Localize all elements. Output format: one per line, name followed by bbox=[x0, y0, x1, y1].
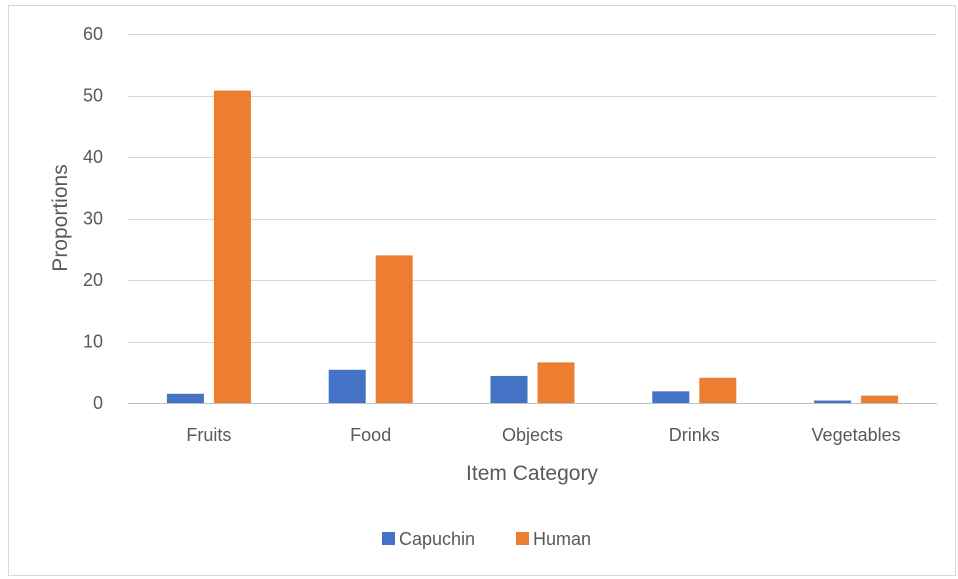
bar-human-food bbox=[375, 255, 413, 403]
y-tick-label: 20 bbox=[83, 270, 103, 290]
x-tick-label: Vegetables bbox=[812, 425, 901, 445]
bar-human-vegetables bbox=[861, 395, 899, 403]
legend-swatch-human bbox=[516, 532, 529, 545]
y-tick-label: 10 bbox=[83, 332, 103, 352]
bar-capuchin-vegetables bbox=[814, 400, 852, 403]
bar-capuchin-objects bbox=[490, 375, 528, 403]
bar-capuchin-fruits bbox=[166, 393, 204, 403]
y-tick-label: 30 bbox=[83, 209, 103, 229]
legend: Capuchin Human bbox=[382, 529, 591, 549]
x-axis-ticks: Fruits Food Objects Drinks Vegetables bbox=[186, 425, 900, 445]
gridlines bbox=[128, 34, 937, 404]
y-tick-label: 0 bbox=[93, 393, 103, 413]
y-tick-label: 60 bbox=[83, 24, 103, 44]
x-tick-label: Drinks bbox=[669, 425, 720, 445]
bar-capuchin-food bbox=[328, 369, 366, 403]
legend-swatch-capuchin bbox=[382, 532, 395, 545]
bars bbox=[166, 90, 899, 403]
x-tick-label: Objects bbox=[502, 425, 563, 445]
legend-label-capuchin: Capuchin bbox=[399, 529, 475, 549]
y-tick-label: 40 bbox=[83, 147, 103, 167]
y-axis-ticks: 0 10 20 30 40 50 60 bbox=[83, 24, 103, 413]
bar-human-objects bbox=[537, 362, 575, 403]
bar-human-drinks bbox=[699, 377, 737, 403]
bar-capuchin-drinks bbox=[652, 391, 690, 403]
bar-human-fruits bbox=[213, 90, 251, 403]
y-axis-title: Proportions bbox=[49, 164, 72, 271]
y-tick-label: 50 bbox=[83, 86, 103, 106]
chart-frame bbox=[8, 5, 956, 576]
legend-label-human: Human bbox=[533, 529, 591, 549]
x-axis-title: Item Category bbox=[466, 462, 598, 485]
x-tick-label: Food bbox=[350, 425, 391, 445]
x-tick-label: Fruits bbox=[186, 425, 231, 445]
